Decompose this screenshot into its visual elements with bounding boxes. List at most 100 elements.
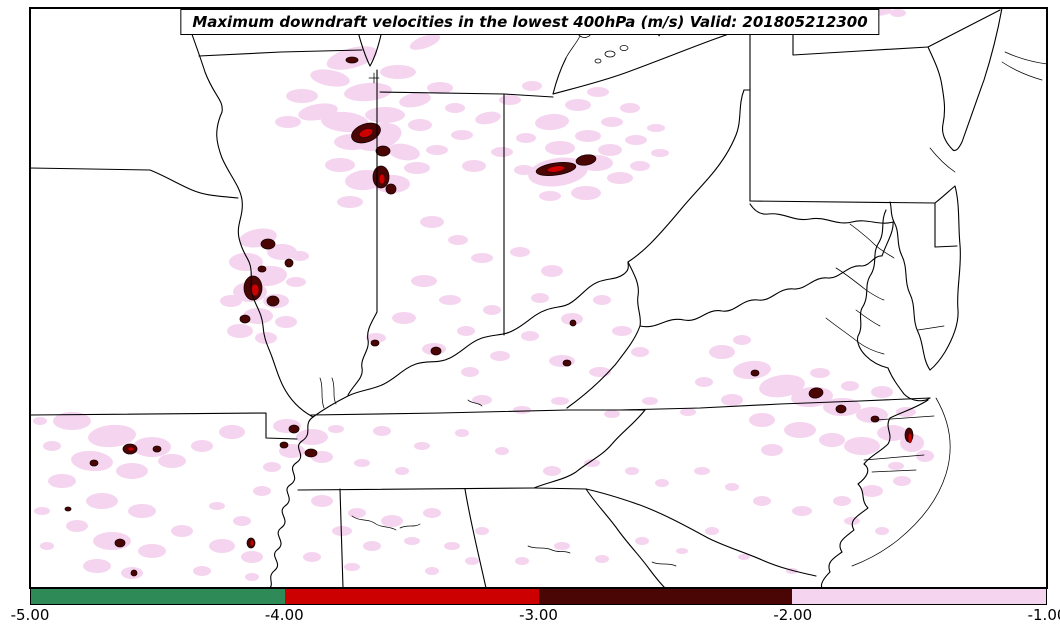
contour-blob bbox=[116, 463, 148, 479]
contour-blob bbox=[575, 154, 597, 166]
contour-blob bbox=[515, 557, 529, 565]
contour-blob bbox=[694, 467, 710, 475]
contour-blob bbox=[363, 541, 381, 551]
contour-blob bbox=[380, 65, 416, 79]
contour-blob bbox=[522, 81, 542, 91]
contour-blob bbox=[733, 335, 751, 345]
contour-blob bbox=[584, 459, 600, 467]
mississippi-river-upper bbox=[182, 8, 314, 418]
border-ky-wv bbox=[627, 261, 641, 327]
contour-blob bbox=[620, 103, 640, 113]
delaware-river-nj bbox=[927, 46, 954, 151]
contour-blob bbox=[89, 459, 99, 467]
ohio-river bbox=[312, 261, 629, 418]
contour-blob bbox=[193, 566, 211, 576]
contour-blob bbox=[53, 412, 91, 430]
border-tn-nc bbox=[533, 409, 646, 489]
delmarva-bay-shore bbox=[889, 201, 931, 371]
colorbar-segment bbox=[538, 589, 793, 604]
contour-blob bbox=[257, 265, 267, 273]
contour-blob bbox=[439, 295, 461, 305]
contour-blob bbox=[219, 425, 245, 439]
contour-blob bbox=[288, 424, 300, 434]
contour-blob bbox=[725, 483, 739, 491]
contour-blob bbox=[345, 56, 359, 64]
contour-blob bbox=[856, 407, 888, 423]
contour-blob bbox=[451, 130, 473, 140]
contour-blob bbox=[279, 441, 289, 449]
contour-blob bbox=[462, 160, 486, 172]
contour-blob bbox=[253, 486, 271, 496]
contour-blob bbox=[844, 437, 880, 455]
contour-blob bbox=[545, 141, 575, 155]
contour-blob bbox=[328, 425, 344, 433]
contour-blob bbox=[705, 527, 719, 535]
contour-blob bbox=[539, 191, 561, 201]
delaware-bay-shore bbox=[929, 147, 956, 173]
contour-blob bbox=[753, 496, 771, 506]
border-md-de bbox=[934, 202, 958, 248]
contour-blob bbox=[304, 448, 318, 458]
contour-blob bbox=[255, 332, 277, 344]
nc-mainland-coast bbox=[820, 399, 929, 588]
contour-blob bbox=[430, 346, 442, 356]
contour-blob bbox=[286, 277, 306, 287]
contour-blob bbox=[907, 432, 913, 444]
contour-blob bbox=[543, 466, 561, 476]
contour-blob bbox=[531, 293, 549, 303]
contour-blob bbox=[370, 339, 380, 347]
contour-blob bbox=[399, 92, 431, 108]
colorbar-tick: -4.00 bbox=[264, 606, 304, 624]
contour-blob bbox=[114, 538, 126, 548]
contour-blob bbox=[227, 324, 253, 338]
contour-blob bbox=[457, 326, 475, 336]
contour-blob bbox=[426, 145, 448, 155]
contour-blob bbox=[33, 417, 47, 425]
contour-blob bbox=[819, 433, 845, 447]
contour-blob bbox=[575, 130, 601, 142]
contour-blob bbox=[354, 459, 370, 467]
contour-blob bbox=[877, 425, 907, 441]
downdraft-contour-fill-moderate bbox=[64, 56, 914, 577]
contour-blob bbox=[871, 386, 893, 398]
contour-blob bbox=[445, 103, 465, 113]
colorbar-segment bbox=[284, 589, 539, 604]
border-ny-nj bbox=[927, 9, 1001, 48]
contour-blob bbox=[607, 172, 633, 184]
georgia-river bbox=[527, 545, 571, 554]
michigan-detroit-shore bbox=[552, 57, 567, 95]
contour-blob bbox=[275, 316, 297, 328]
contour-blob bbox=[310, 69, 350, 87]
contour-blob bbox=[569, 319, 577, 327]
contour-blob bbox=[171, 525, 193, 537]
contour-blob bbox=[423, 508, 441, 518]
contour-blob bbox=[612, 326, 632, 336]
chesapeake-west-shore bbox=[856, 209, 889, 369]
contour-blob bbox=[833, 496, 851, 506]
contour-blob bbox=[604, 410, 620, 418]
contour-blob bbox=[516, 133, 536, 143]
contour-blob bbox=[444, 542, 460, 550]
contour-blob bbox=[562, 359, 572, 367]
potomac-estuary bbox=[849, 223, 895, 259]
contour-blob bbox=[275, 116, 301, 128]
pamlico-sound bbox=[863, 454, 925, 473]
contour-blob bbox=[733, 360, 771, 380]
contour-blob bbox=[133, 437, 171, 457]
border-al-ga bbox=[464, 488, 487, 588]
contour-blob bbox=[40, 542, 54, 550]
contour-blob bbox=[598, 144, 622, 156]
contour-blob bbox=[158, 454, 186, 468]
contour-blob bbox=[455, 429, 469, 437]
contour-blob bbox=[395, 467, 409, 475]
contour-blob bbox=[411, 275, 437, 287]
contour-blob bbox=[844, 517, 860, 525]
contour-blob bbox=[551, 397, 569, 405]
contour-blob bbox=[243, 308, 273, 324]
sc-river bbox=[651, 561, 677, 567]
contour-blob bbox=[43, 441, 61, 451]
contour-blob bbox=[260, 238, 276, 250]
contour-blob bbox=[34, 507, 50, 515]
contour-blob bbox=[890, 9, 906, 17]
contour-blob bbox=[348, 508, 366, 518]
